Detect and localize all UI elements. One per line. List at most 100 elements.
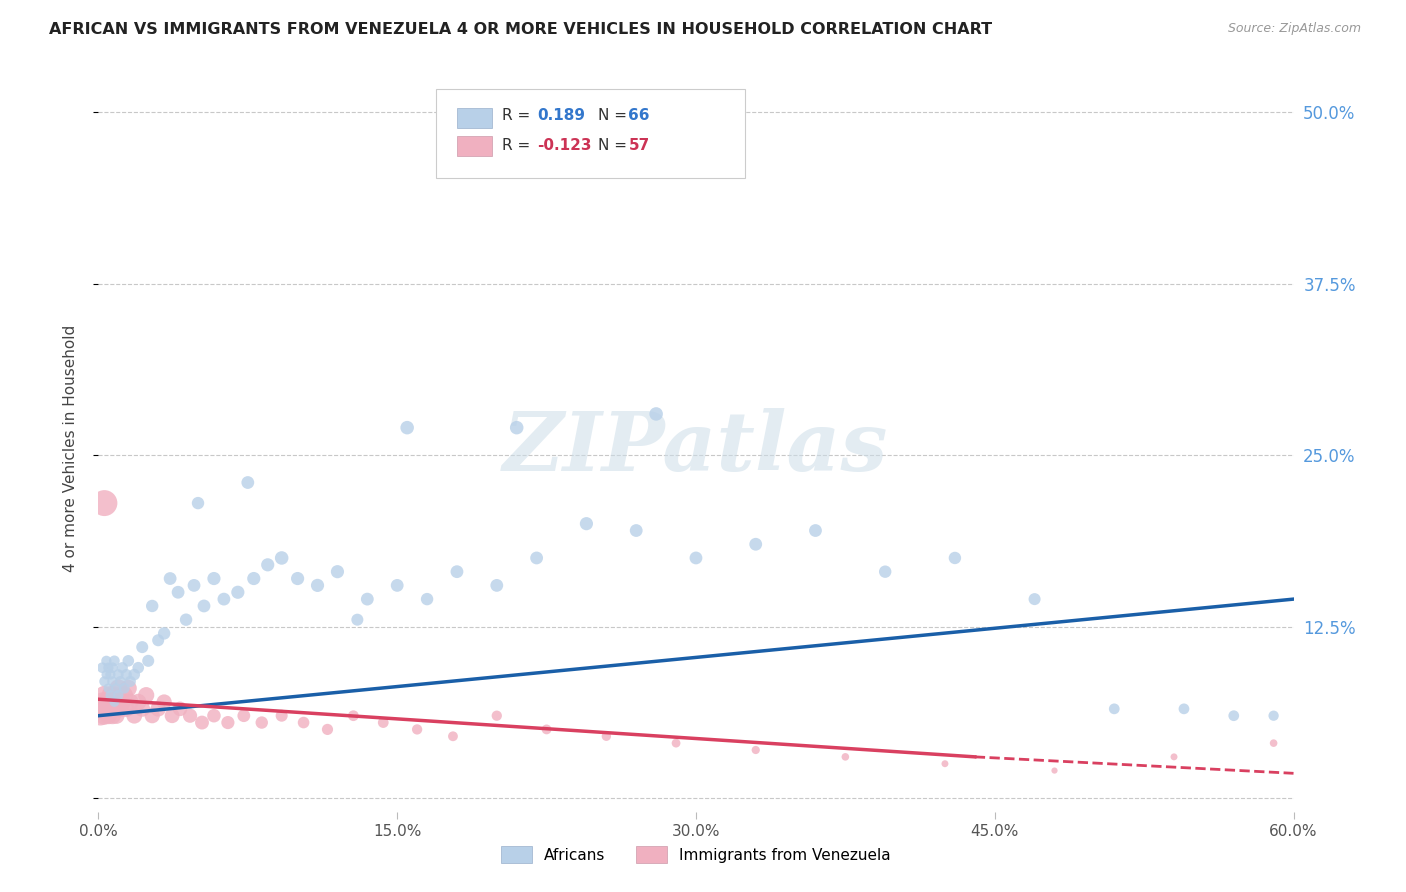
Point (1173, 702, 1195, 716)
Point (626, 524, 648, 538)
Point (105, 681, 128, 696)
Point (93, 496, 115, 510)
Point (174, 613, 197, 627)
Point (131, 702, 153, 716)
Point (179, 708, 201, 723)
Point (256, 558, 278, 572)
Point (1104, 702, 1126, 716)
Point (127, 695, 149, 709)
Point (373, 715, 395, 730)
Point (1263, 736, 1285, 750)
Point (406, 723, 429, 737)
Point (270, 551, 292, 566)
Point (934, 756, 956, 771)
Point (98, 702, 122, 716)
Point (875, 565, 897, 579)
Point (96, 695, 118, 709)
Point (346, 613, 368, 627)
Point (287, 572, 309, 586)
Point (93, 674, 115, 689)
Point (526, 551, 548, 566)
Point (111, 695, 134, 709)
Point (665, 736, 688, 750)
Text: 66: 66 (628, 108, 650, 123)
Point (101, 674, 124, 689)
Point (115, 702, 138, 716)
Point (685, 551, 707, 566)
Point (187, 496, 209, 510)
Point (396, 420, 419, 434)
Point (111, 661, 134, 675)
Point (117, 681, 139, 696)
Point (226, 585, 249, 599)
Point (141, 599, 163, 613)
Point (120, 674, 142, 689)
Text: AFRICAN VS IMMIGRANTS FROM VENEZUELA 4 OR MORE VEHICLES IN HOUSEHOLD CORRELATION: AFRICAN VS IMMIGRANTS FROM VENEZUELA 4 O… (49, 22, 993, 37)
Point (506, 420, 529, 434)
Point (804, 524, 827, 538)
Point (97, 681, 120, 696)
Point (441, 729, 464, 743)
Text: R =: R = (502, 138, 530, 153)
Point (270, 708, 292, 723)
Point (107, 688, 129, 702)
Point (236, 475, 259, 490)
Point (98, 688, 122, 702)
Point (193, 599, 215, 613)
Point (356, 592, 378, 607)
Point (117, 654, 139, 668)
Point (93, 688, 115, 702)
Point (250, 715, 273, 730)
Point (416, 592, 439, 607)
Point (316, 723, 339, 737)
Text: ZIPatlas: ZIPatlas (503, 409, 889, 488)
Point (96, 654, 118, 668)
Point (167, 585, 190, 599)
Point (98, 667, 122, 681)
Point (307, 578, 329, 592)
Point (153, 695, 176, 709)
Point (124, 708, 146, 723)
Point (97, 708, 120, 723)
Point (202, 572, 225, 586)
Point (105, 708, 128, 723)
Point (1163, 749, 1185, 764)
Point (160, 708, 183, 723)
Point (115, 667, 138, 681)
Point (159, 572, 181, 586)
Point (103, 688, 125, 702)
Point (1024, 592, 1046, 607)
Point (141, 708, 163, 723)
Point (292, 715, 315, 730)
Point (326, 565, 349, 579)
Point (536, 723, 558, 737)
Point (101, 661, 124, 675)
Point (124, 667, 146, 681)
Point (110, 674, 132, 689)
Point (136, 654, 159, 668)
Point (107, 681, 129, 696)
Point (1043, 764, 1066, 778)
Point (112, 688, 135, 702)
Point (212, 592, 235, 607)
Point (103, 654, 125, 668)
Point (112, 681, 135, 696)
Point (645, 407, 668, 421)
Point (191, 715, 214, 730)
Text: N =: N = (598, 138, 627, 153)
Y-axis label: 4 or more Vehicles in Household: 4 or more Vehicles in Household (63, 325, 77, 572)
Legend: Africans, Immigrants from Venezuela: Africans, Immigrants from Venezuela (495, 839, 897, 870)
Point (183, 578, 205, 592)
Point (131, 640, 153, 654)
Point (485, 708, 508, 723)
Point (575, 516, 598, 531)
Point (97, 661, 120, 675)
Point (745, 743, 768, 757)
Point (342, 708, 364, 723)
Point (101, 695, 124, 709)
Point (91, 702, 114, 716)
Point (98, 688, 122, 702)
Point (120, 695, 142, 709)
Point (148, 633, 170, 648)
Point (96, 702, 118, 716)
